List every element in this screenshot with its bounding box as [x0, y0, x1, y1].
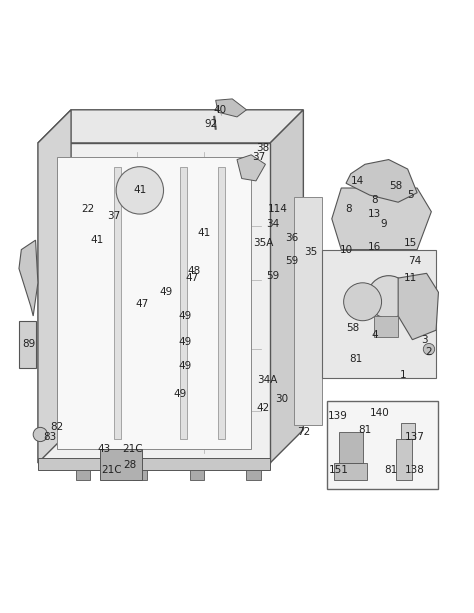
- Text: 82: 82: [50, 422, 64, 432]
- Text: 89: 89: [22, 340, 35, 349]
- Polygon shape: [38, 110, 71, 463]
- Polygon shape: [216, 99, 246, 117]
- Polygon shape: [339, 432, 363, 463]
- Polygon shape: [19, 240, 38, 316]
- Circle shape: [33, 427, 47, 441]
- Circle shape: [116, 167, 164, 214]
- Text: 137: 137: [405, 432, 425, 442]
- Text: 40: 40: [214, 105, 227, 115]
- Polygon shape: [332, 188, 431, 249]
- Polygon shape: [38, 458, 270, 470]
- Text: 15: 15: [403, 237, 417, 248]
- Polygon shape: [38, 110, 303, 143]
- Text: 41: 41: [91, 235, 104, 245]
- Text: 35: 35: [304, 247, 317, 257]
- Polygon shape: [374, 316, 398, 337]
- Text: 13: 13: [368, 209, 381, 219]
- Text: 58: 58: [389, 181, 402, 191]
- Text: 35A: 35A: [253, 237, 273, 248]
- Text: 114: 114: [267, 204, 287, 215]
- Text: 34: 34: [266, 219, 279, 229]
- Text: 59: 59: [266, 271, 279, 281]
- Text: 59: 59: [285, 256, 298, 267]
- Polygon shape: [294, 197, 322, 425]
- Text: 8: 8: [371, 195, 378, 205]
- Polygon shape: [114, 167, 121, 440]
- Text: 14: 14: [351, 176, 365, 186]
- Polygon shape: [100, 449, 142, 479]
- Text: 11: 11: [403, 273, 417, 283]
- Polygon shape: [322, 249, 436, 378]
- Polygon shape: [334, 463, 367, 479]
- Text: 41: 41: [133, 185, 146, 196]
- Circle shape: [423, 343, 435, 355]
- Polygon shape: [190, 470, 204, 479]
- Circle shape: [344, 283, 382, 321]
- Polygon shape: [237, 155, 265, 181]
- Text: 43: 43: [98, 444, 111, 454]
- Polygon shape: [398, 273, 438, 340]
- Text: 140: 140: [369, 408, 389, 418]
- Polygon shape: [346, 159, 417, 202]
- Polygon shape: [270, 110, 303, 463]
- Text: 37: 37: [252, 152, 265, 162]
- Text: 49: 49: [173, 389, 187, 399]
- Text: 34A: 34A: [258, 375, 278, 385]
- Text: 22: 22: [81, 204, 94, 215]
- Text: 49: 49: [159, 287, 173, 297]
- Polygon shape: [218, 167, 225, 440]
- Text: 9: 9: [381, 219, 387, 229]
- Text: 8: 8: [345, 204, 352, 215]
- Polygon shape: [180, 167, 187, 440]
- Text: 16: 16: [368, 242, 381, 253]
- Text: 4: 4: [371, 330, 378, 340]
- Polygon shape: [246, 470, 261, 479]
- Text: 138: 138: [405, 465, 425, 475]
- Text: 74: 74: [408, 256, 421, 267]
- Text: 47: 47: [185, 273, 199, 283]
- Text: 58: 58: [346, 323, 360, 333]
- Text: 1: 1: [400, 370, 406, 380]
- Polygon shape: [401, 422, 415, 440]
- Text: 81: 81: [384, 465, 398, 475]
- Text: 3: 3: [421, 335, 428, 345]
- Polygon shape: [38, 143, 270, 463]
- Text: 92: 92: [204, 119, 218, 129]
- Text: 21C: 21C: [122, 444, 143, 454]
- Polygon shape: [76, 470, 90, 479]
- Text: 2: 2: [426, 346, 432, 357]
- Text: 48: 48: [188, 266, 201, 276]
- Text: 49: 49: [178, 337, 191, 347]
- Text: 47: 47: [136, 299, 149, 309]
- Text: 30: 30: [275, 394, 289, 404]
- Text: 21C: 21C: [101, 465, 122, 475]
- Text: 151: 151: [329, 465, 349, 475]
- Text: 37: 37: [107, 211, 120, 221]
- Text: 38: 38: [256, 143, 270, 153]
- Text: 81: 81: [349, 354, 362, 364]
- Text: 72: 72: [297, 427, 310, 437]
- Text: 42: 42: [256, 403, 270, 413]
- Text: 41: 41: [197, 228, 210, 238]
- Text: 139: 139: [328, 411, 347, 421]
- Text: 81: 81: [358, 425, 372, 435]
- Polygon shape: [19, 321, 36, 368]
- Text: 83: 83: [43, 432, 56, 442]
- Polygon shape: [57, 157, 251, 449]
- Text: 36: 36: [285, 233, 298, 243]
- Text: 28: 28: [124, 460, 137, 470]
- Circle shape: [367, 276, 410, 318]
- Polygon shape: [396, 440, 412, 479]
- Bar: [327, 402, 438, 489]
- Text: 49: 49: [178, 360, 191, 371]
- Text: 49: 49: [178, 311, 191, 321]
- Polygon shape: [133, 470, 147, 479]
- Text: 10: 10: [339, 245, 353, 254]
- Text: 5: 5: [407, 190, 413, 200]
